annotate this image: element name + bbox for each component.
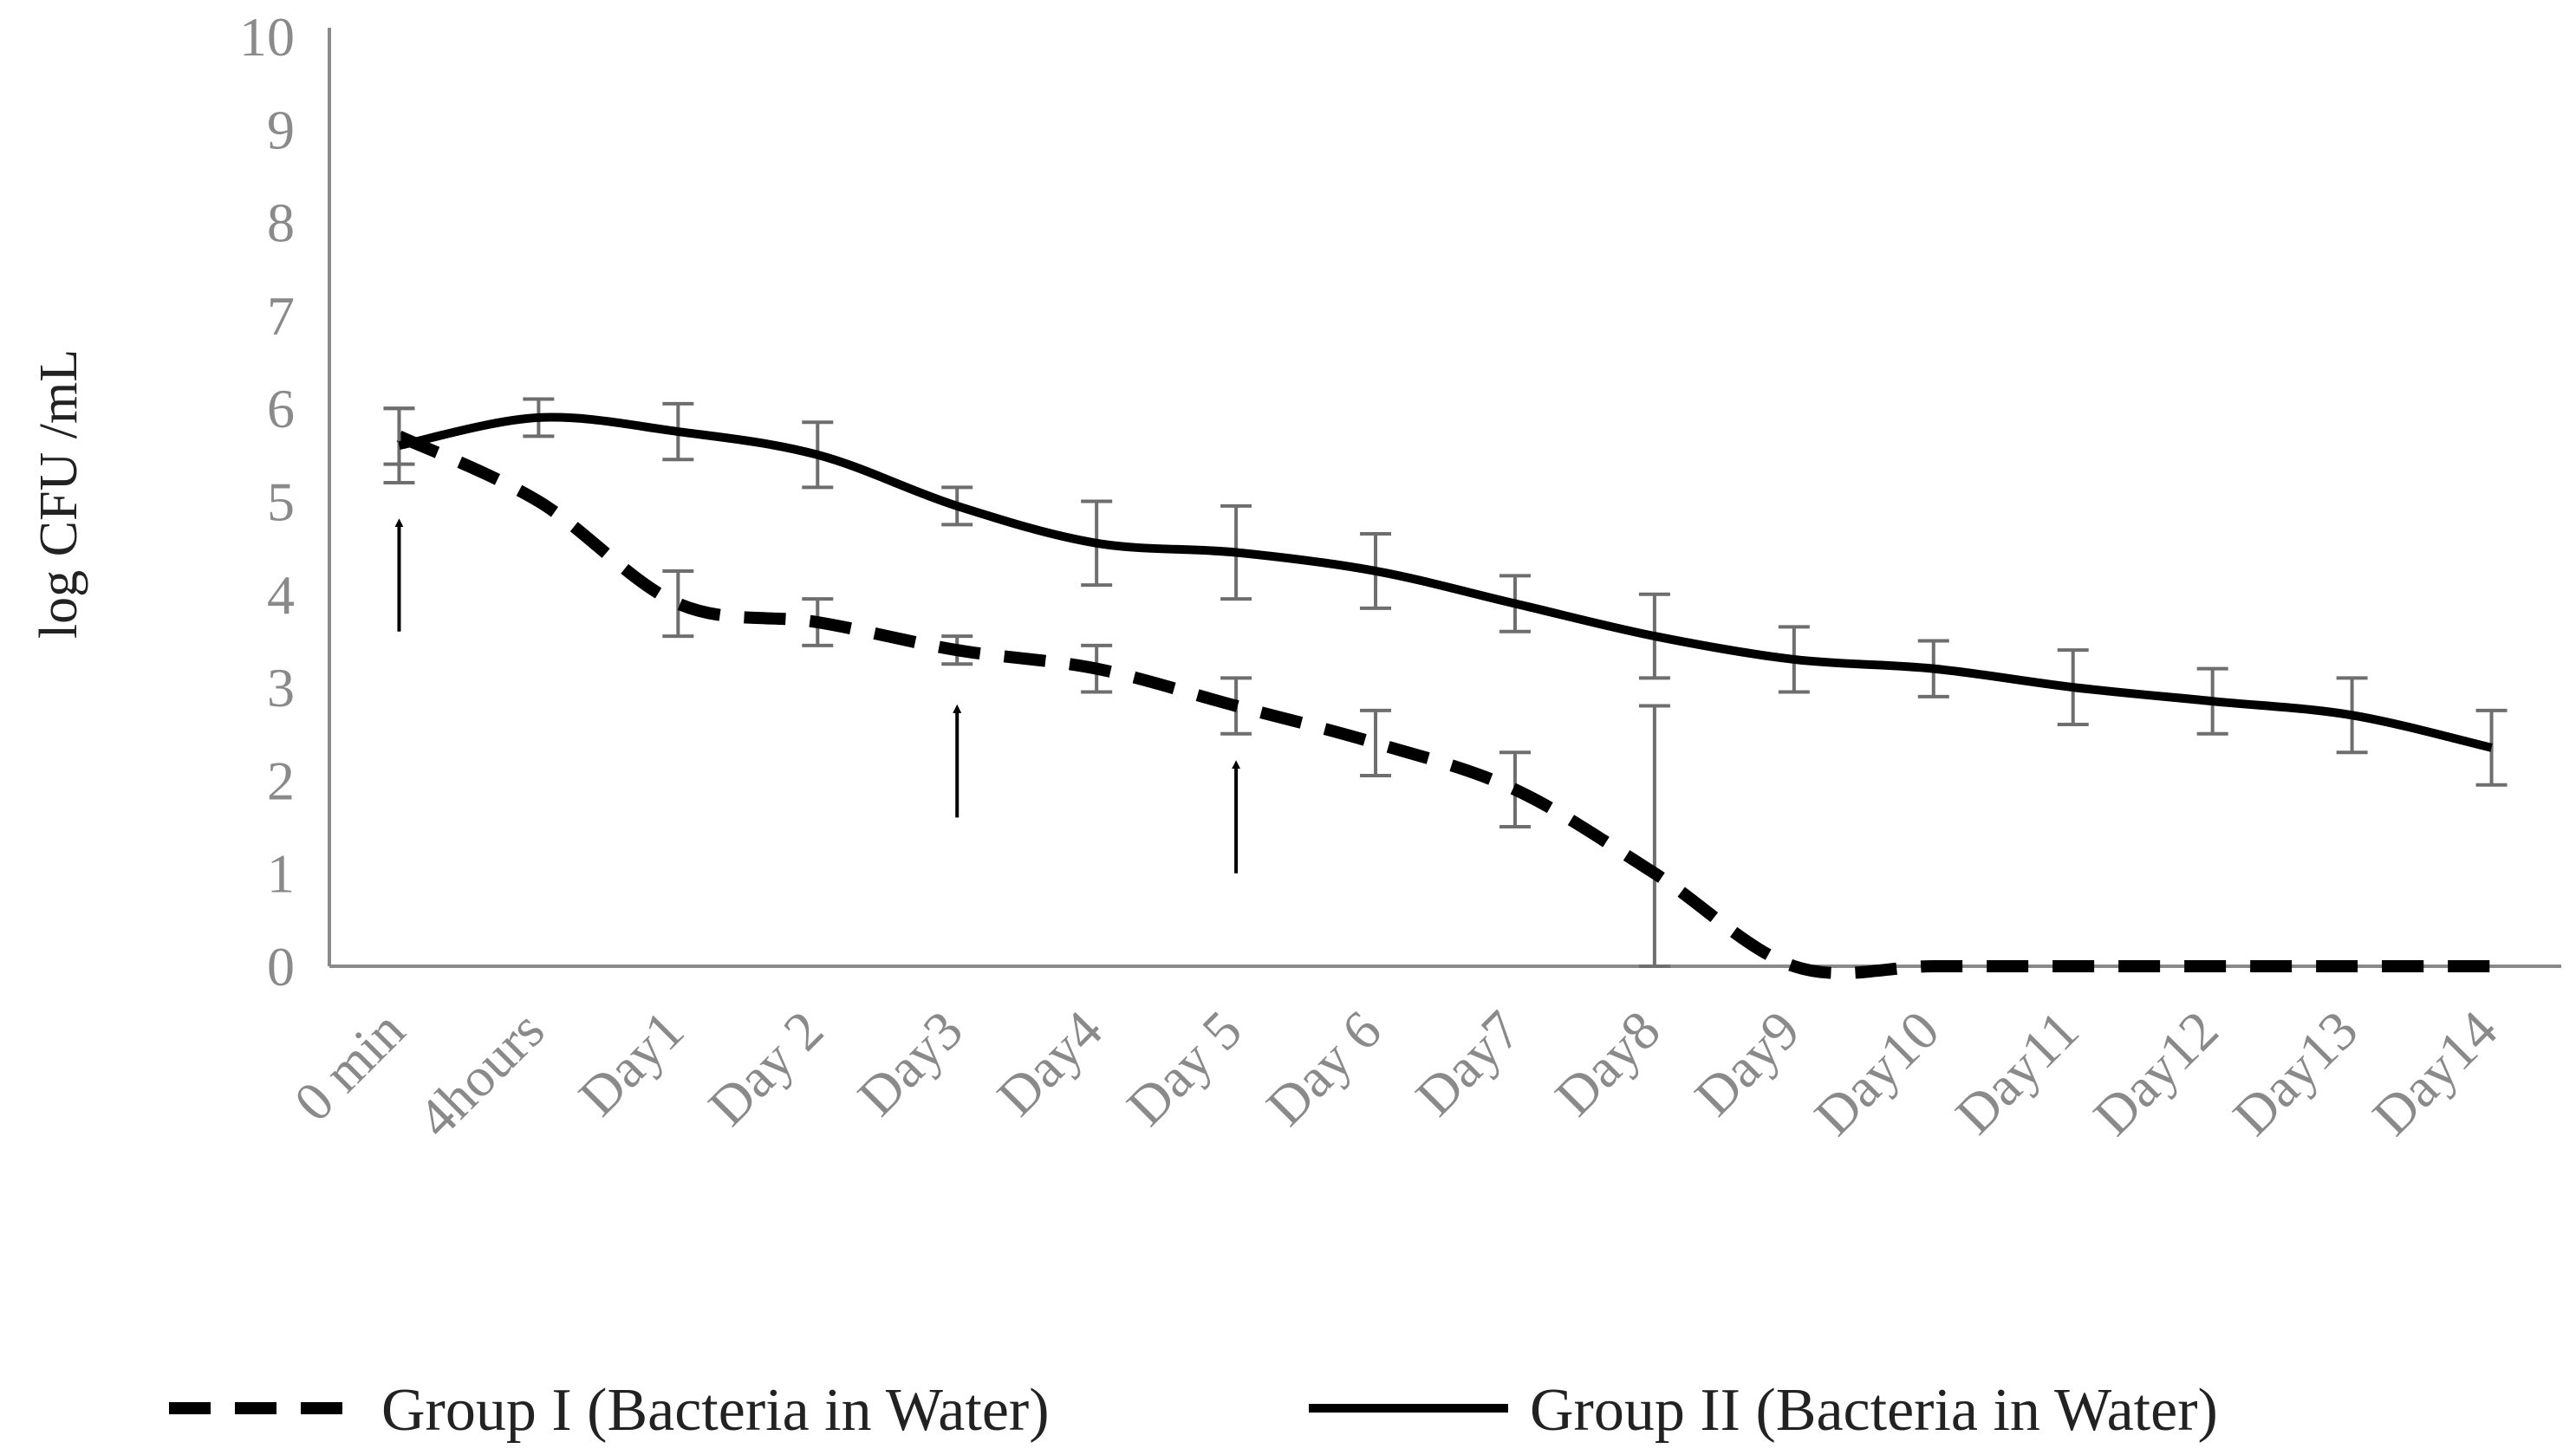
x-tick-label: Day3: [846, 999, 974, 1127]
series-line-1: [396, 431, 2492, 979]
y-axis-label: log CFU /mL: [29, 349, 88, 639]
legend: Group I (Bacteria in Water) Group II (Ba…: [169, 1377, 2218, 1444]
x-tick-label: 0 min: [283, 999, 417, 1133]
y-tick-label: 8: [267, 192, 295, 254]
x-tick-label: Day4: [986, 999, 1114, 1127]
x-tick-label: Day 2: [697, 999, 836, 1138]
y-tick-label: 3: [267, 657, 295, 718]
x-tick-label: Day14: [2361, 999, 2509, 1147]
x-tick-label: Day 6: [1254, 999, 1393, 1138]
y-tick-label: 7: [267, 285, 295, 347]
y-tick-label: 6: [267, 378, 295, 439]
series-line-2: [398, 412, 2493, 752]
x-tick-label: Day12: [2082, 999, 2230, 1147]
x-tick-label: Day7: [1404, 999, 1532, 1127]
x-tick-label: Day11: [1943, 999, 2090, 1146]
x-tick-label: 4hours: [406, 999, 556, 1149]
y-tick-label: 9: [267, 99, 295, 160]
y-axis: 0 1 2 3 4 5 6 7 8 9 10: [239, 6, 331, 997]
y-tick-label: 1: [267, 843, 295, 905]
x-tick-label: Day 5: [1115, 999, 1253, 1138]
x-tick-label: Day9: [1683, 999, 1812, 1127]
x-tick-label: Day8: [1544, 999, 1672, 1127]
series-2: [383, 397, 2508, 787]
x-tick-label: Day1: [567, 999, 695, 1127]
series-layer: [383, 397, 2508, 979]
y-tick-label: 0: [267, 936, 295, 997]
x-tick-label: Day13: [2221, 999, 2370, 1147]
y-tick-label: 4: [267, 564, 295, 626]
arrow-layer: [394, 518, 1241, 874]
legend-label-group-2: Group II (Bacteria in Water): [1530, 1377, 2218, 1444]
x-tick-label: Day10: [1803, 999, 1951, 1147]
legend-label-group-1: Group I (Bacteria in Water): [381, 1377, 1050, 1444]
series-1: [383, 406, 2492, 979]
y-tick-label: 10: [239, 6, 295, 68]
y-tick-label: 5: [267, 471, 295, 533]
error-bar-series-1: [1638, 704, 1670, 968]
y-tick-label: 2: [267, 750, 295, 811]
